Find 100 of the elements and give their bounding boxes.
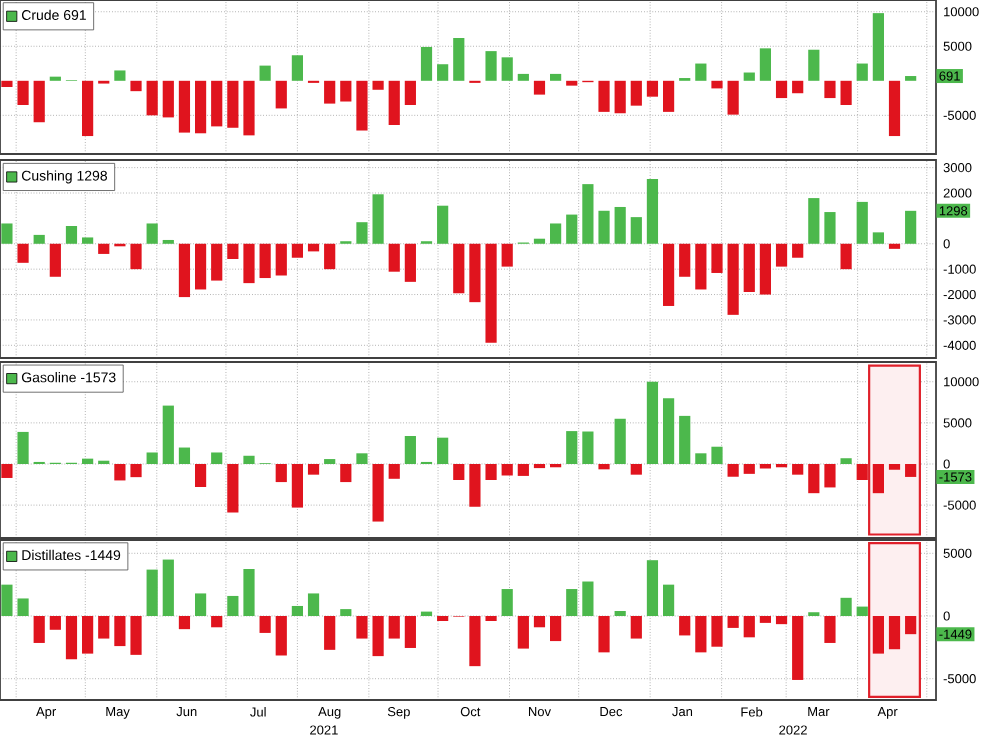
bar	[711, 80, 723, 89]
bar	[227, 80, 239, 128]
bar	[17, 80, 29, 105]
bar	[646, 381, 659, 464]
bar	[275, 243, 287, 276]
bar	[453, 243, 465, 294]
bar	[324, 80, 336, 104]
bar	[356, 80, 368, 131]
bar	[824, 80, 836, 99]
bar	[856, 63, 868, 81]
bar	[872, 232, 884, 244]
bar	[243, 568, 255, 616]
bar	[872, 13, 884, 81]
bar	[792, 80, 804, 94]
bar	[485, 243, 497, 343]
bar	[775, 80, 788, 99]
bar	[178, 447, 191, 464]
bar	[307, 593, 320, 616]
bar	[211, 243, 223, 281]
bar	[437, 64, 449, 81]
bar	[340, 463, 352, 483]
bar	[646, 560, 659, 616]
bar	[146, 223, 158, 244]
bar	[211, 80, 223, 127]
bar	[662, 80, 675, 112]
bar	[82, 237, 94, 244]
bar	[356, 615, 368, 639]
bar	[630, 217, 642, 244]
bar	[501, 463, 513, 476]
bar	[888, 243, 901, 249]
bar	[533, 238, 546, 244]
bar	[695, 243, 707, 290]
bar	[566, 214, 578, 244]
bar	[856, 201, 868, 244]
bar	[808, 463, 820, 494]
bar	[840, 458, 852, 464]
bar	[275, 615, 287, 656]
bar	[114, 70, 126, 81]
bar	[517, 73, 529, 81]
bar	[356, 453, 368, 464]
bar	[65, 226, 78, 244]
bar	[49, 243, 61, 277]
bar	[33, 80, 45, 123]
bar	[533, 80, 546, 95]
bar	[679, 243, 691, 277]
bar	[679, 615, 691, 636]
bar	[291, 605, 303, 616]
bar	[550, 223, 562, 244]
bar	[211, 615, 223, 628]
bar	[582, 581, 594, 616]
bar	[840, 243, 852, 270]
bar	[888, 80, 901, 137]
bar	[259, 243, 271, 279]
bar	[211, 452, 223, 464]
bar	[759, 243, 772, 295]
bar	[598, 463, 610, 470]
bar	[194, 593, 207, 616]
bar	[501, 57, 513, 81]
bar	[485, 51, 497, 81]
bar	[98, 243, 110, 254]
bar	[517, 463, 529, 476]
bar	[727, 463, 739, 477]
bar	[792, 615, 804, 680]
bar	[130, 243, 142, 270]
bar	[437, 437, 449, 464]
bar	[469, 463, 481, 507]
bar	[824, 463, 836, 488]
bar	[146, 569, 158, 616]
bar	[711, 615, 723, 647]
bar	[695, 453, 707, 464]
bar	[614, 610, 626, 616]
bar	[17, 243, 29, 263]
bar	[227, 595, 239, 616]
bar	[840, 80, 852, 105]
bar	[501, 589, 513, 616]
bar	[759, 615, 772, 623]
bar	[566, 80, 578, 86]
bar	[194, 243, 207, 290]
bar	[453, 37, 465, 81]
bar	[162, 559, 174, 616]
bar	[146, 452, 158, 464]
bar	[243, 243, 255, 284]
bar	[340, 80, 352, 102]
bar	[856, 606, 868, 616]
bar	[905, 210, 917, 244]
bar	[17, 598, 29, 616]
bar	[550, 73, 562, 81]
bar	[65, 615, 78, 660]
bar	[194, 463, 207, 488]
bar	[372, 80, 384, 90]
bar	[501, 243, 513, 267]
bar	[566, 589, 578, 616]
bar	[824, 212, 836, 244]
bar	[662, 398, 675, 464]
bar	[17, 431, 29, 464]
bar	[662, 243, 675, 306]
bar	[178, 80, 191, 133]
bar	[614, 418, 626, 464]
bar	[485, 463, 497, 481]
bar	[372, 463, 384, 522]
